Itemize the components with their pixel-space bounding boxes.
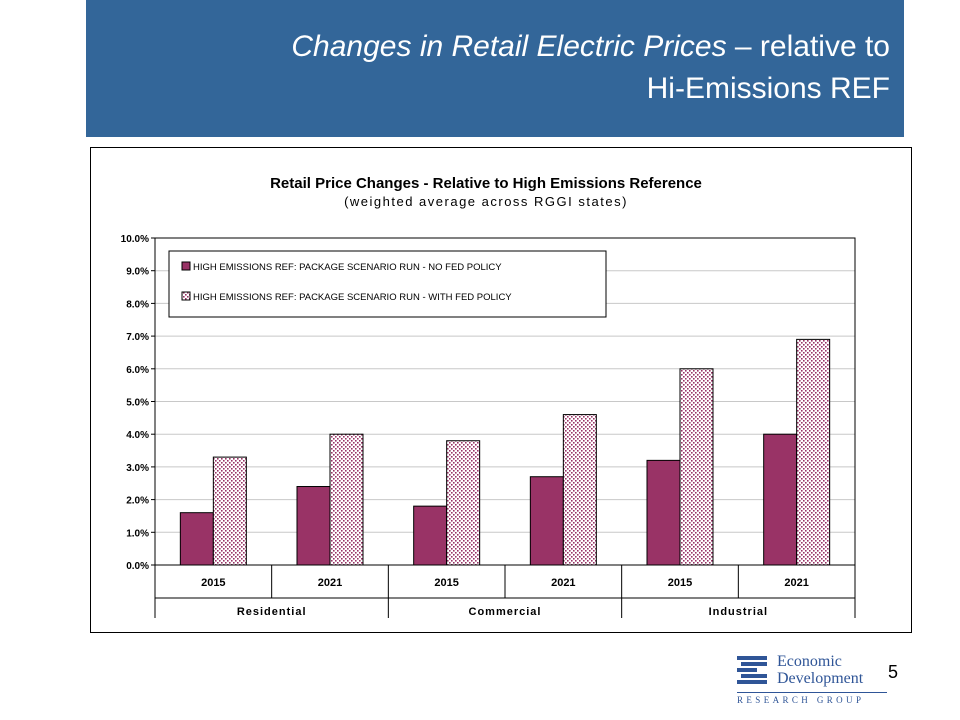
y-tick-label: 9.0% [126,267,149,278]
bar-with-fed [679,368,714,566]
chart-subtitle: (weighted average across RGGI states) [344,194,628,209]
bar-no-fed [763,433,798,566]
bar-no-fed [296,486,331,566]
legend-label: HIGH EMISSIONS REF: PACKAGE SCENARIO RUN… [193,262,502,273]
logo-line1: Economic [777,653,842,670]
x-group-label: Residential [237,606,307,618]
bar-with-fed [796,338,831,566]
y-tick-label: 4.0% [126,430,149,441]
page-number: 5 [888,662,899,682]
edr-logo: Economic Development RESEARCH GROUP [737,652,897,712]
y-tick-label: 10.0% [121,234,149,245]
logo-line2: Development [777,670,864,687]
x-tick-label: 2021 [318,577,342,589]
x-tick-label: 2015 [201,577,225,589]
y-tick-label: 3.0% [126,463,149,474]
bar-no-fed [413,505,448,566]
x-tick-label: 2021 [784,577,808,589]
logo-bars-icon [737,656,767,684]
logo-subline: RESEARCH GROUP [737,695,865,705]
bar-no-fed [529,476,564,566]
x-tick-label: 2021 [551,577,575,589]
x-tick-label: 2015 [434,577,458,589]
chart-frame: Retail Price Changes - Relative to High … [90,147,912,633]
bar-with-fed [562,414,597,566]
header-band [86,0,904,137]
y-tick-label: 1.0% [126,528,149,539]
x-tick-label: 2015 [668,577,692,589]
y-tick-label: 8.0% [126,299,149,310]
y-tick-label: 5.0% [126,398,149,409]
slide-title-line2: Hi-Emissions REF [646,72,890,105]
x-group-label: Commercial [469,606,542,618]
slide-title: Changes in Retail Electric Prices – rela… [130,26,890,110]
legend-box [168,250,607,318]
bar-no-fed [646,459,681,566]
slide-title-part2: – relative to [726,30,890,63]
bar-no-fed [179,512,214,566]
y-tick-label: 6.0% [126,365,149,376]
slide-title-part1: Changes in Retail Electric Prices [291,30,727,63]
legend-swatch-no-fed [181,261,191,271]
chart-svg: Retail Price Changes - Relative to High … [121,175,856,618]
legend-swatch-with-fed [181,291,191,301]
x-group-label: Industrial [709,606,769,618]
chart-title: Retail Price Changes - Relative to High … [270,175,702,192]
logo-rule [737,692,887,693]
bar-with-fed [212,456,247,566]
y-tick-label: 2.0% [126,496,149,507]
y-tick-label: 7.0% [126,332,149,343]
bar-with-fed [446,440,481,566]
legend-label: HIGH EMISSIONS REF: PACKAGE SCENARIO RUN… [193,292,512,303]
y-tick-label: 0.0% [126,561,149,572]
bar-with-fed [329,433,364,566]
